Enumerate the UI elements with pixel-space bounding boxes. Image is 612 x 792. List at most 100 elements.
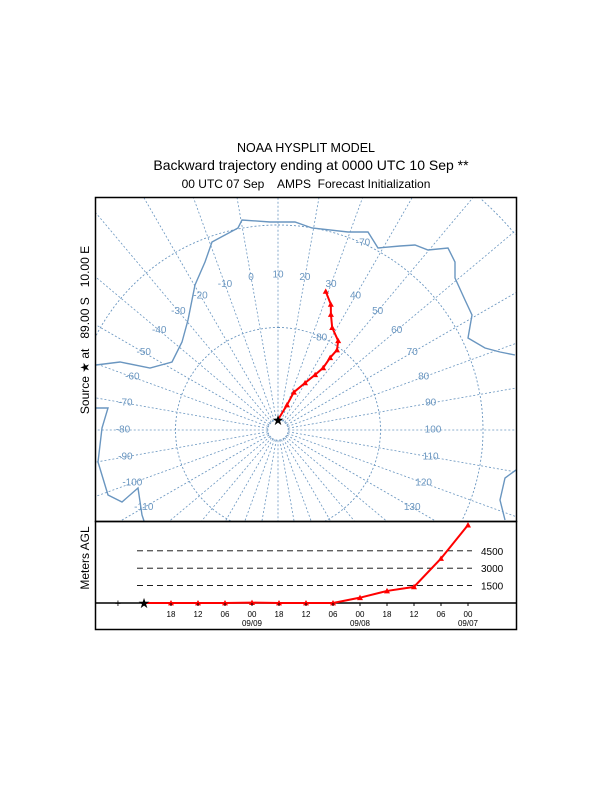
- coastline: [95, 219, 516, 369]
- coastline: [499, 469, 517, 521]
- map-frame: [94, 196, 518, 523]
- reference-line-label: 4500: [481, 547, 504, 558]
- meridian-line: [95, 324, 270, 426]
- longitude-label: 130: [404, 502, 421, 513]
- meridian-line: [286, 434, 436, 522]
- x-tick-label: 00: [464, 610, 473, 619]
- longitude-label: 10: [272, 270, 284, 281]
- height-axis-label: Meters AGL: [78, 526, 92, 590]
- meridian-line: [95, 397, 268, 429]
- height-frame: [94, 520, 518, 631]
- x-tick-label: 18: [275, 610, 284, 619]
- longitude-label: -90: [118, 452, 133, 463]
- trajectory-point-marker: [411, 583, 417, 590]
- trajectory-point-marker: [303, 600, 309, 606]
- longitude-label: -50: [137, 347, 152, 358]
- x-tick-label: 18: [383, 610, 392, 619]
- longitude-label: 100: [425, 425, 442, 436]
- x-tick-label: 06: [221, 610, 230, 619]
- trajectory-point-marker: [438, 555, 444, 561]
- meridian-line: [169, 436, 271, 522]
- height-line: [144, 524, 469, 604]
- reference-line-label: 1500: [481, 582, 504, 593]
- latitude-label: -70: [356, 238, 371, 249]
- longitude-label: -80: [116, 425, 131, 436]
- trajectory-point-marker: [276, 600, 282, 606]
- meridian-line: [201, 437, 272, 522]
- trajectory-point-marker: [290, 389, 297, 395]
- trajectory-point-marker: [320, 364, 327, 371]
- longitude-label: 60: [391, 325, 403, 336]
- latitude-circle: [95, 224, 278, 336]
- longitude-label: -60: [125, 372, 140, 383]
- trajectory-point-marker: [327, 301, 334, 307]
- meridian-line: [285, 436, 387, 522]
- trajectory-point-marker: [357, 594, 363, 601]
- trajectory-point-marker: [312, 371, 319, 378]
- title-line3: 00 UTC 07 Sep AMPS Forecast Initializati…: [182, 177, 431, 191]
- trajectory-point-marker: [168, 600, 174, 606]
- trajectory-point-marker: [327, 354, 334, 361]
- longitude-label: 30: [325, 279, 337, 290]
- trajectory-point-marker: [329, 324, 336, 331]
- latitude-circle: [175, 327, 278, 522]
- trajectory-point-marker: [334, 346, 341, 353]
- latitude-circle: [481, 199, 516, 235]
- longitude-label: -30: [171, 306, 186, 317]
- meridian-line: [95, 276, 271, 424]
- trajectory-point-marker: [249, 599, 255, 606]
- x-tick-label: 00: [356, 610, 365, 619]
- meridian-line: [236, 197, 277, 420]
- date-label: 09/09: [242, 619, 263, 628]
- meridian-line: [287, 433, 517, 518]
- trajectory-point-marker: [327, 311, 334, 317]
- x-tick-label: 12: [302, 610, 311, 619]
- trajectory-point-marker: [222, 600, 228, 606]
- longitude-label: -70: [118, 398, 133, 409]
- map-panel: -110-100-90-80-70-60-50-40-30-20-100 10 20…: [95, 197, 517, 522]
- meridian-line: [284, 437, 355, 522]
- x-tick-label: 00: [248, 610, 257, 619]
- meridian-line: [282, 197, 413, 422]
- longitude-label: 70: [407, 347, 419, 358]
- date-label: 09/08: [350, 619, 371, 628]
- latitude-circle: [278, 327, 381, 522]
- latitude-circle: [267, 419, 289, 441]
- date-label: 09/07: [458, 619, 479, 628]
- title-line1: NOAA HYSPLIT MODEL: [237, 141, 375, 155]
- title-line2: Backward trajectory ending at 0000 UTC 1…: [153, 157, 469, 173]
- x-tick-label: 06: [437, 610, 446, 619]
- source-label: Source ★ at 89.00 S 10.00 E: [78, 246, 92, 414]
- meridian-line: [261, 440, 277, 522]
- meridian-line: [279, 440, 295, 522]
- meridian-line: [244, 439, 275, 522]
- meridian-line: [95, 212, 272, 423]
- trajectory-point-marker: [195, 600, 201, 606]
- meridian-line: [288, 431, 517, 473]
- trajectory-point-marker: [335, 337, 342, 344]
- meridian-line: [95, 433, 269, 497]
- meridian-line: [120, 434, 270, 522]
- longitude-label: 20: [299, 272, 311, 283]
- longitude-label: 110: [423, 452, 439, 463]
- source-star-icon: ★: [138, 595, 151, 611]
- meridian-line: [95, 431, 268, 463]
- longitude-label: 40: [350, 290, 362, 301]
- plus-marker: +: [115, 598, 121, 610]
- longitude-label: -40: [152, 325, 167, 336]
- longitude-label: -20: [193, 290, 208, 301]
- longitude-label: 80: [418, 372, 430, 383]
- longitude-label: -10: [218, 279, 233, 290]
- longitude-label: -110: [134, 502, 154, 513]
- trajectory-point-marker: [322, 288, 329, 294]
- trajectory-point-marker: [302, 379, 309, 386]
- x-tick-label: 06: [329, 610, 338, 619]
- meridian-line: [288, 387, 517, 429]
- source-star-icon: ★: [272, 412, 285, 428]
- latitude-label: -80: [313, 333, 328, 344]
- longitude-label: -100: [122, 478, 142, 489]
- coastline: [96, 407, 145, 522]
- longitude-label: 0: [248, 272, 254, 283]
